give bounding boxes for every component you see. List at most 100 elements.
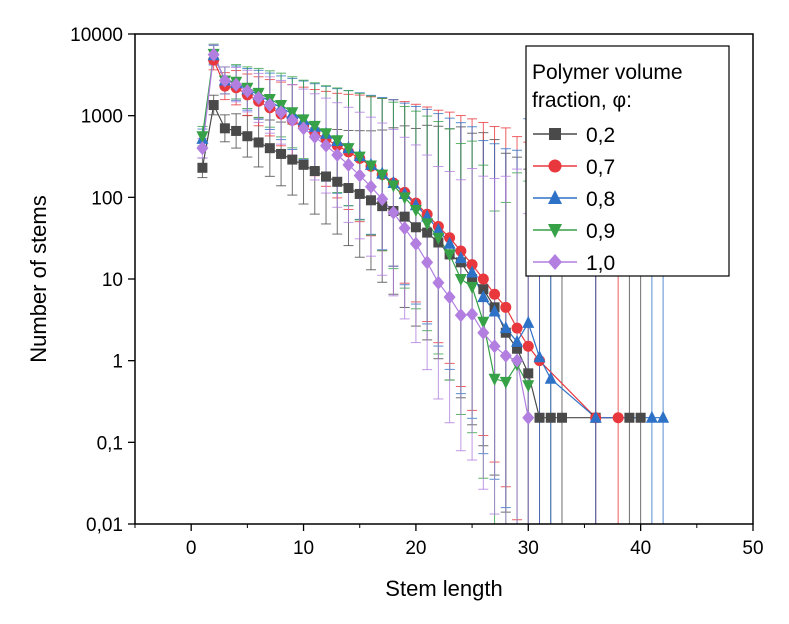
data-point xyxy=(478,284,489,295)
y-tick-label: 0,01 xyxy=(86,515,123,536)
data-point xyxy=(309,166,320,177)
x-tick-label: 50 xyxy=(742,538,763,559)
data-point xyxy=(353,151,366,164)
data-point xyxy=(320,138,333,153)
data-point xyxy=(499,348,512,363)
data-point xyxy=(454,308,467,323)
data-point xyxy=(263,98,276,113)
legend-title-line-2: fraction, φ: xyxy=(532,89,632,112)
data-point xyxy=(432,222,445,235)
data-point xyxy=(421,255,434,270)
legend-title-line-1: Polymer volume xyxy=(532,61,683,84)
data-point xyxy=(548,159,562,173)
y-axis-title: Number of stems xyxy=(26,195,51,363)
data-point xyxy=(477,325,490,340)
legend-label: 1,0 xyxy=(586,252,615,275)
data-point xyxy=(522,315,535,328)
y-tick-label: 10000 xyxy=(70,25,123,46)
data-point xyxy=(252,90,265,105)
legend-label: 0,2 xyxy=(586,124,615,147)
data-point xyxy=(499,321,512,334)
data-point xyxy=(522,380,535,393)
data-point xyxy=(286,113,299,128)
data-point xyxy=(544,371,557,384)
data-point xyxy=(399,211,410,222)
data-point xyxy=(466,259,478,271)
data-point xyxy=(308,129,321,144)
legend: Polymer volume fraction, φ: 0,2 0,7 0,8 0,9… xyxy=(525,45,730,277)
data-point xyxy=(624,412,635,423)
data-point xyxy=(264,143,275,154)
data-point xyxy=(332,176,343,187)
data-point xyxy=(488,373,501,386)
data-point xyxy=(364,179,377,194)
data-point xyxy=(635,412,646,423)
data-point xyxy=(409,204,422,217)
data-point xyxy=(499,376,512,389)
x-axis-ticks: 0 10 20 30 40 50 xyxy=(134,524,764,559)
data-point xyxy=(443,290,456,305)
data-point xyxy=(409,236,422,251)
data-point xyxy=(276,148,287,159)
x-tick-label: 20 xyxy=(405,538,426,559)
data-point xyxy=(443,249,456,262)
data-point xyxy=(242,131,253,142)
data-point xyxy=(218,73,231,88)
y-tick-label: 1 xyxy=(112,352,123,373)
y-tick-label: 0,1 xyxy=(97,433,123,454)
x-tick-label: 10 xyxy=(293,538,314,559)
data-point xyxy=(612,412,624,424)
legend-box xyxy=(525,45,730,277)
data-point xyxy=(477,290,490,303)
series-markers xyxy=(196,47,670,425)
data-point xyxy=(488,339,501,354)
data-point xyxy=(297,114,310,127)
data-point xyxy=(376,169,389,182)
data-point xyxy=(398,221,411,236)
data-point xyxy=(511,322,523,334)
y-axis-ticks: 0,01 0,1 1 10 100 1000 10000 xyxy=(70,25,135,536)
data-point xyxy=(422,227,433,238)
data-point xyxy=(511,334,524,347)
data-point xyxy=(353,168,366,183)
data-point xyxy=(466,265,479,278)
data-point xyxy=(342,157,355,172)
legend-label: 0,8 xyxy=(586,188,615,211)
data-point xyxy=(512,343,523,354)
data-point xyxy=(477,273,489,285)
y-tick-label: 100 xyxy=(91,188,123,209)
data-point xyxy=(657,410,670,423)
data-point xyxy=(196,131,209,144)
data-point xyxy=(298,159,309,170)
data-point xyxy=(533,350,546,363)
data-point xyxy=(489,288,501,300)
data-point xyxy=(454,274,467,286)
data-point xyxy=(197,162,208,173)
data-point xyxy=(331,135,344,148)
data-point xyxy=(331,147,344,162)
data-point xyxy=(522,410,535,425)
data-point xyxy=(207,47,220,62)
data-point xyxy=(556,412,567,423)
data-point xyxy=(548,224,562,238)
data-point xyxy=(287,154,298,165)
data-point xyxy=(432,232,445,245)
data-point xyxy=(455,245,467,257)
data-point xyxy=(387,205,400,220)
data-point xyxy=(308,120,321,133)
data-point xyxy=(219,123,230,134)
data-point xyxy=(196,141,209,156)
data-point xyxy=(376,192,389,207)
data-point xyxy=(343,183,354,194)
data-point xyxy=(500,301,512,313)
data-point xyxy=(398,192,411,205)
data-point xyxy=(466,281,479,294)
data-point xyxy=(387,180,400,193)
data-point xyxy=(454,251,467,264)
data-point xyxy=(275,105,288,120)
y-tick-label: 10 xyxy=(102,270,123,291)
data-point xyxy=(432,275,445,290)
legend-label: 0,7 xyxy=(586,156,615,179)
data-point xyxy=(342,143,355,156)
